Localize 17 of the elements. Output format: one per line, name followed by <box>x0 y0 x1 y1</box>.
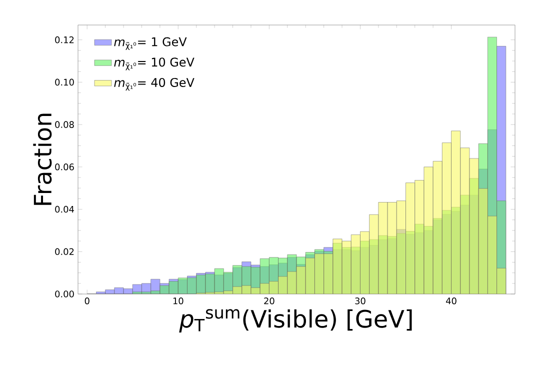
y-axis-title: Fraction <box>33 114 52 205</box>
x-tick-label: 40 <box>446 298 456 304</box>
x-tick-label: 20 <box>264 298 274 304</box>
y-tick-label: 0.08 <box>55 121 74 128</box>
legend-label: m$_{χ̃₁⁰}$= 1 GeV <box>114 37 187 50</box>
x-axis-title: p$_{T}$$^{sum}$(Visible) [GeV] <box>179 309 412 332</box>
y-tick-label: 0.10 <box>55 78 74 86</box>
x-tick-label: 0 <box>84 298 90 304</box>
y-tick-label: 0.12 <box>55 36 74 44</box>
legend-label: m$_{χ̃₁⁰}$= 40 GeV <box>114 78 194 91</box>
y-tick-label: 0.06 <box>55 164 74 170</box>
y-tick-label: 0.00 <box>55 290 74 298</box>
y-tick-label: 0.04 <box>55 206 74 213</box>
x-tick-label: 30 <box>355 298 366 304</box>
y-tick-label: 0.02 <box>55 248 74 256</box>
x-tick-label: 10 <box>173 298 184 304</box>
legend-label: m$_{χ̃₁⁰}$= 10 GeV <box>114 58 194 70</box>
